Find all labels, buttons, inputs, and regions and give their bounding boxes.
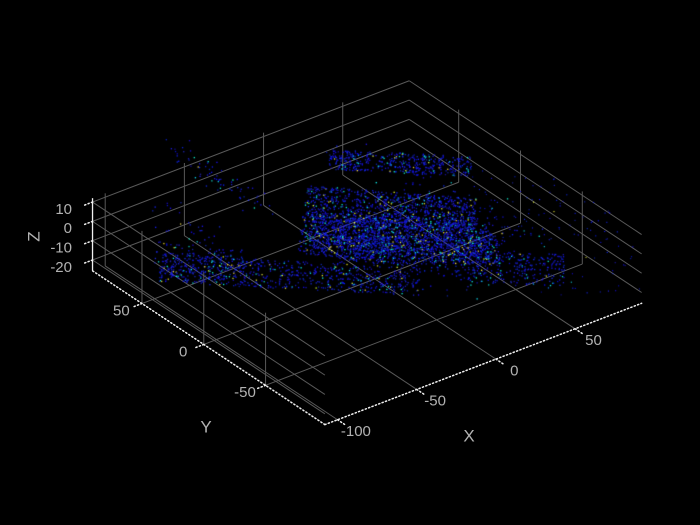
svg-text:10: 10	[55, 201, 72, 218]
svg-text:Z: Z	[25, 231, 44, 241]
svg-text:0: 0	[64, 220, 72, 237]
svg-text:0: 0	[510, 362, 518, 379]
svg-text:Y: Y	[200, 417, 211, 436]
svg-text:-20: -20	[50, 259, 72, 276]
svg-text:X: X	[463, 427, 474, 446]
svg-text:0: 0	[179, 343, 187, 360]
svg-text:-100: -100	[341, 423, 371, 440]
svg-text:-50: -50	[424, 393, 446, 410]
svg-text:-10: -10	[50, 239, 72, 256]
svg-text:-50: -50	[234, 384, 256, 401]
svg-text:50: 50	[585, 332, 602, 349]
svg-text:50: 50	[113, 302, 130, 319]
